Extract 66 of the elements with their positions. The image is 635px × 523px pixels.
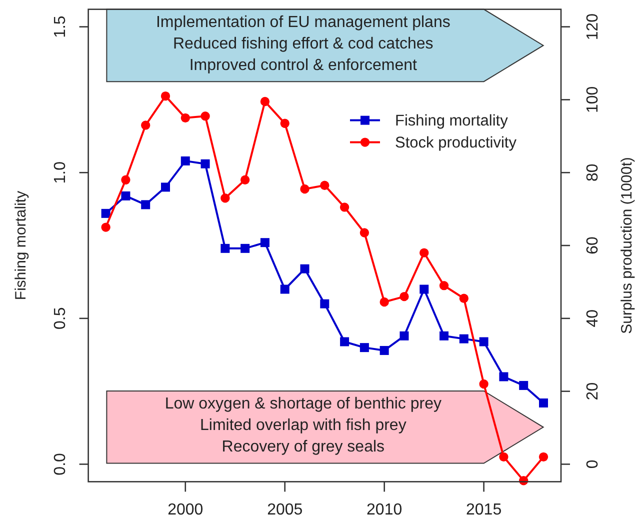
point (280, 118, 290, 128)
point (300, 264, 310, 274)
point (380, 346, 389, 355)
legend-label: Stock productivity (395, 134, 517, 152)
point (499, 452, 508, 462)
point (340, 337, 350, 346)
annotation: Low oxygen & shortage of benthic prey Limited overlap with fish prey Recovery of grey seals (164, 396, 442, 456)
y-tick-label: 1.0 (52, 161, 69, 184)
point (440, 331, 449, 340)
point (200, 159, 210, 168)
point (141, 200, 150, 210)
point (360, 228, 370, 238)
point (538, 452, 548, 462)
point (439, 281, 449, 290)
y-tick-label: 1.5 (52, 16, 69, 38)
point (400, 292, 409, 302)
x-tick-label: 2005 (267, 502, 303, 519)
point (400, 331, 409, 340)
y2-axis-title: Surplus production (1000t) (618, 157, 635, 334)
point (200, 112, 210, 121)
point (459, 334, 468, 344)
point (479, 379, 488, 389)
y2-tick-label: 80 (584, 164, 602, 182)
annotation: Implementation of EU management plans Reduced fishing effort & cod catches Improved control & enforcement (156, 14, 450, 74)
point (141, 120, 150, 130)
point (180, 113, 190, 122)
point (538, 398, 548, 408)
point (220, 194, 230, 203)
point (260, 238, 270, 248)
y-axis-title: Fishing mortality (12, 190, 30, 300)
point (420, 248, 429, 258)
y2-tick-label: 20 (584, 382, 602, 400)
point (420, 284, 429, 294)
y2-tick-label: 120 (584, 13, 602, 40)
point (121, 191, 130, 200)
point (160, 91, 170, 101)
point (320, 180, 330, 190)
y-tick-label: 0.0 (52, 452, 69, 476)
y2-tick-label: 0 (584, 460, 602, 469)
point (180, 156, 190, 166)
point (380, 297, 389, 307)
point (280, 284, 290, 294)
y2-tick-label: 40 (584, 309, 602, 328)
point (340, 202, 350, 212)
point (220, 244, 230, 253)
point (240, 175, 250, 184)
point (360, 343, 369, 352)
point (101, 222, 110, 232)
y-tick-label: 0.5 (52, 307, 69, 330)
point (260, 96, 270, 106)
point (519, 380, 528, 390)
point (499, 372, 508, 382)
point (479, 337, 488, 346)
point (320, 299, 330, 308)
x-tick-label: 2000 (168, 502, 204, 519)
point (121, 175, 130, 184)
y2-tick-label: 100 (584, 86, 602, 114)
point (459, 294, 468, 303)
point (101, 208, 110, 218)
point (160, 182, 170, 192)
x-tick-label: 2015 (466, 502, 502, 519)
legend-label: Fishing mortality (395, 112, 508, 130)
point (240, 244, 250, 253)
point (300, 184, 310, 194)
y2-tick-label: 60 (584, 236, 602, 254)
x-tick-label: 2010 (366, 502, 402, 519)
